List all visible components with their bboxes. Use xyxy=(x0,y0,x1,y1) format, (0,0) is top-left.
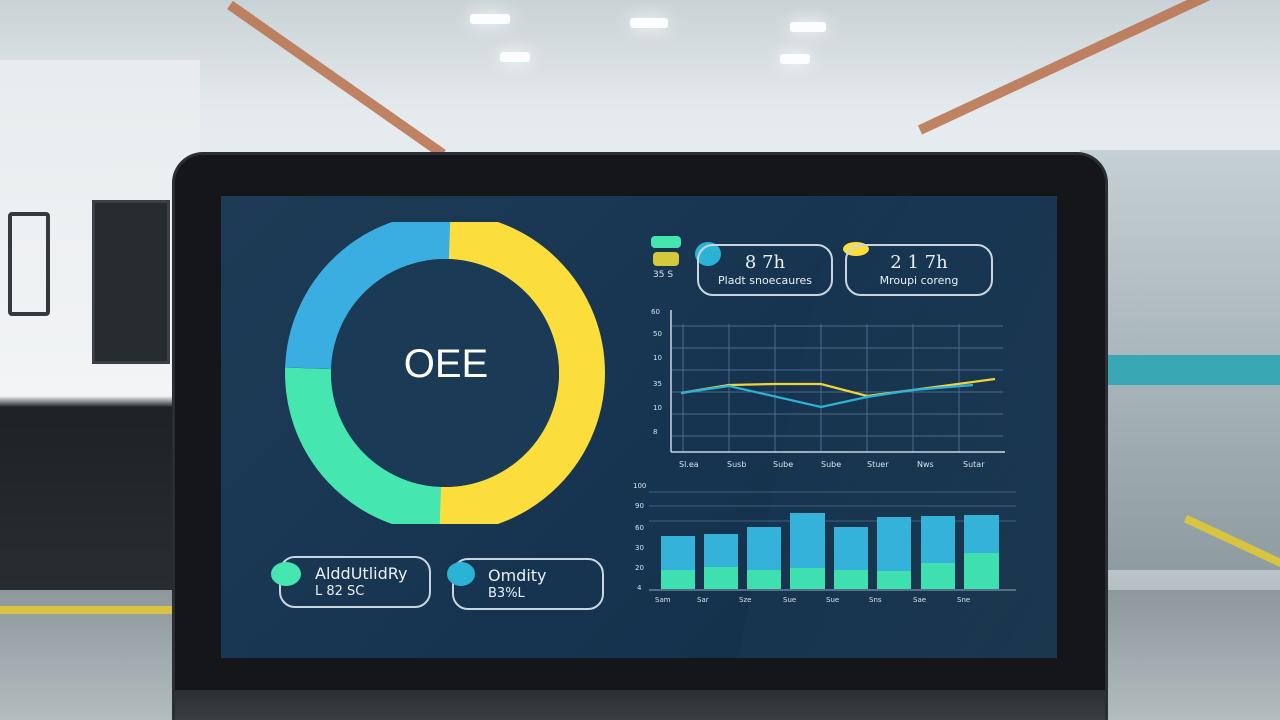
stat-label: Mroupi coreng xyxy=(879,274,959,287)
svg-text:Sae: Sae xyxy=(913,596,926,604)
stat-card[interactable]: 2 1 7h Mroupi coreng xyxy=(845,244,993,296)
stat-value: 8 7h xyxy=(744,252,786,273)
legend-yellow-icon xyxy=(653,252,679,266)
stat-card[interactable]: 8 7h Pladt snoecaures xyxy=(697,244,833,296)
conveyor xyxy=(1090,355,1280,385)
svg-text:Sube: Sube xyxy=(821,460,841,469)
svg-text:Nws: Nws xyxy=(917,460,934,469)
ceiling-light xyxy=(790,22,826,32)
svg-text:Sam: Sam xyxy=(655,596,671,604)
svg-text:10: 10 xyxy=(653,354,662,362)
oee-label: OEE xyxy=(403,342,489,386)
availability-card[interactable]: AlddUtlidRy L 82 SC xyxy=(279,556,431,608)
ceiling-light xyxy=(470,14,510,24)
machine-window xyxy=(92,200,170,364)
floor-stripe xyxy=(0,606,230,614)
svg-text:100: 100 xyxy=(633,482,646,490)
svg-text:50: 50 xyxy=(653,330,662,338)
svg-text:Sl.ea: Sl.ea xyxy=(679,460,699,469)
ceiling-light xyxy=(630,18,668,28)
quality-title: Omdity xyxy=(488,566,547,585)
dashboard-screen: OEE 35 S 8 7h Pladt snoecaures 2 1 7h Mr… xyxy=(221,196,1057,658)
quality-icon xyxy=(447,562,475,586)
svg-text:Sutar: Sutar xyxy=(963,460,985,469)
availability-title: AlddUtlidRy xyxy=(315,564,408,583)
svg-text:60: 60 xyxy=(635,524,644,532)
legend-green-icon xyxy=(651,236,681,248)
oee-donut-chart xyxy=(285,222,605,524)
svg-text:Sube: Sube xyxy=(773,460,793,469)
svg-text:8: 8 xyxy=(653,428,657,436)
svg-text:60: 60 xyxy=(651,308,660,316)
ceiling-light xyxy=(500,52,530,62)
stat-label: Pladt snoecaures xyxy=(718,274,812,287)
ceiling-light xyxy=(780,54,810,64)
svg-text:Sue: Sue xyxy=(783,596,796,604)
quality-card[interactable]: Omdity B3%L xyxy=(452,558,604,610)
availability-icon xyxy=(271,562,301,586)
svg-text:Stuer: Stuer xyxy=(867,460,889,469)
svg-text:Susb: Susb xyxy=(727,460,746,469)
quality-value: B3%L xyxy=(488,586,525,601)
line-series-blue xyxy=(680,383,974,409)
legend-label: 35 S xyxy=(653,270,674,280)
svg-text:Sns: Sns xyxy=(869,596,882,604)
stat-value: 2 1 7h xyxy=(890,252,948,273)
svg-text:Sar: Sar xyxy=(697,596,709,604)
svg-text:10: 10 xyxy=(653,404,662,412)
svg-text:4: 4 xyxy=(637,584,642,592)
availability-value: L 82 SC xyxy=(315,584,365,599)
svg-text:35: 35 xyxy=(653,380,662,388)
svg-text:Sne: Sne xyxy=(957,596,970,604)
svg-text:Sze: Sze xyxy=(739,596,751,604)
svg-text:30: 30 xyxy=(635,544,644,552)
svg-text:20: 20 xyxy=(635,564,644,572)
laptop-base xyxy=(175,690,1105,720)
machine-handle xyxy=(8,212,50,316)
bar-chart: 100 90 60 30 20 4 Sam Sar Sze Sue Sue Sns Sa… xyxy=(633,482,1016,604)
svg-text:Sue: Sue xyxy=(826,596,839,604)
svg-text:90: 90 xyxy=(635,502,644,510)
